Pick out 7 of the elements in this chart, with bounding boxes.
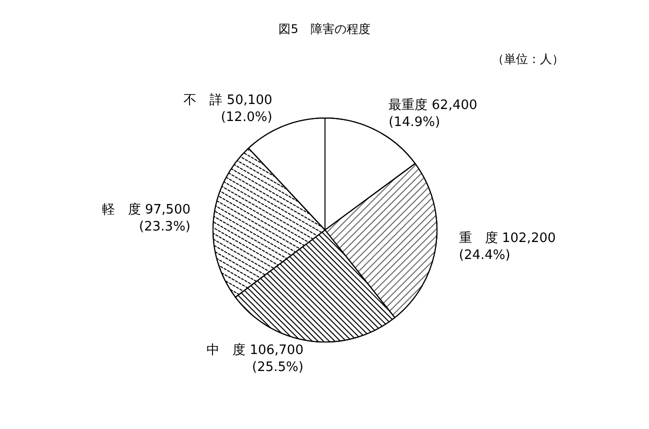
text: （単位：人） — [492, 52, 564, 66]
chart-title: 図5 障害の程度 — [278, 22, 370, 36]
slice-label: 軽 度 97,500 (23.3%) — [102, 202, 191, 235]
slice-label: 不 詳 50,100 (12.0%) — [184, 93, 272, 126]
slice-label: 重 度 102,200 (24.4%) — [458, 230, 556, 264]
slice-label: 中 度 106,700 (25.5%) — [206, 342, 304, 375]
slice-label: 最重度 62,400 (14.9%) — [388, 96, 478, 130]
